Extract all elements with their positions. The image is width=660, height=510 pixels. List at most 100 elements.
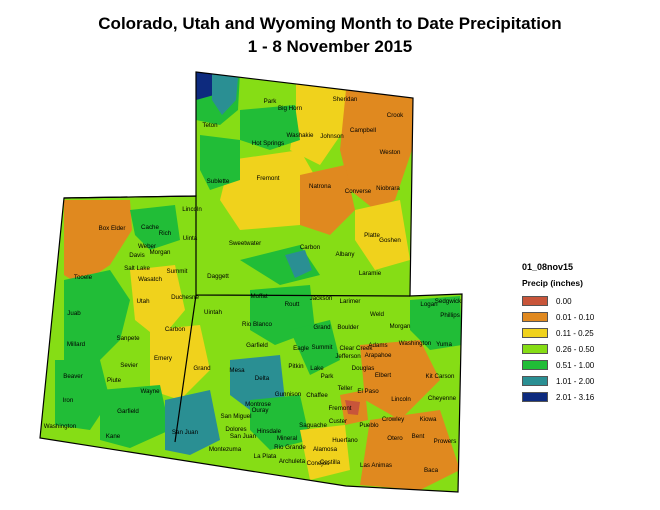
county-label: Washington [399, 340, 432, 347]
county-label: Kane [106, 433, 121, 440]
county-label: Lincoln [391, 396, 411, 403]
county-label: Crowley [382, 416, 405, 423]
legend-swatch [522, 344, 548, 354]
legend-item: 0.00 [522, 293, 594, 309]
legend-label: 1.01 - 2.00 [556, 376, 595, 386]
county-label: Sublette [207, 178, 230, 185]
county-label: Mineral [277, 435, 297, 442]
county-label: Johnson [320, 133, 344, 140]
county-label: Converse [345, 188, 372, 195]
county-label: Logan [420, 301, 438, 308]
legend-field: Precip (inches) [522, 278, 583, 288]
precip-shading [40, 72, 462, 492]
legend-item: 1.01 - 2.00 [522, 373, 594, 389]
legend-rows: 0.00 0.01 - 0.10 0.11 - 0.25 0.26 - 0.50 0.5… [522, 293, 594, 405]
county-label: Rio Grande [274, 444, 306, 451]
county-label: Sedgwick [435, 298, 462, 305]
legend-item: 0.26 - 0.50 [522, 341, 594, 357]
county-label: Routt [285, 301, 300, 308]
legend-swatch [522, 376, 548, 386]
legend-label: 0.51 - 1.00 [556, 360, 595, 370]
county-label: Garfield [117, 408, 139, 415]
county-label: Hinsdale [257, 428, 282, 435]
county-label: Crook [387, 112, 404, 119]
county-label: Salt Lake [124, 265, 150, 272]
county-label: Piute [107, 377, 122, 384]
county-label: San Miguel [221, 413, 252, 420]
county-label: Garfield [246, 342, 268, 349]
county-label: Natrona [309, 183, 332, 190]
county-label: Iron [63, 397, 74, 404]
county-label: Teller [338, 385, 353, 392]
county-label: Chaffee [306, 392, 328, 399]
county-label: Uinta [183, 235, 198, 242]
legend-item: 0.01 - 0.10 [522, 309, 594, 325]
state-boundary [174, 294, 197, 443]
county-label: Washakie [287, 132, 314, 139]
county-label: Archuleta [279, 458, 306, 465]
county-label: Conejos [307, 460, 330, 467]
county-label: Ouray [252, 407, 270, 414]
county-label: El Paso [357, 388, 379, 395]
county-label: Big Horn [278, 105, 303, 112]
county-label: Kiowa [420, 416, 437, 423]
county-label: Sanpete [116, 335, 140, 342]
legend-swatch [522, 392, 548, 402]
county-label: Baca [424, 467, 439, 474]
county-label: Rio Blanco [242, 321, 272, 328]
county-label: Rich [159, 230, 172, 237]
map-title: Colorado, Utah and Wyoming Month to Date… [98, 14, 562, 33]
legend-label: 0.00 [556, 296, 572, 306]
county-label: Pueblo [359, 422, 379, 429]
county-label: Duchesne [171, 294, 199, 301]
legend-swatch [522, 328, 548, 338]
county-label: Delta [255, 375, 270, 382]
legend-name: 01_08nov15 [522, 262, 574, 272]
county-label: Eagle [293, 345, 309, 352]
county-label: Elbert [375, 372, 391, 379]
county-label: Jackson [310, 295, 333, 302]
county-label: Alamosa [313, 446, 338, 453]
legend-item: 0.11 - 0.25 [522, 325, 594, 341]
county-label: Las Animas [360, 462, 392, 469]
county-label: Sweetwater [229, 240, 261, 247]
county-label: Hot Springs [252, 140, 284, 147]
county-label: Niobrara [376, 185, 400, 192]
state-boundary [63, 195, 411, 297]
county-label: Wasatch [138, 276, 162, 283]
county-label: Moffat [250, 293, 267, 300]
county-label: Morgan [390, 323, 412, 330]
county-label: Phillips [440, 312, 460, 319]
county-label: Douglas [352, 365, 375, 372]
county-label: Otero [387, 435, 403, 442]
county-label: Weston [380, 149, 401, 156]
county-label: Bent [412, 433, 425, 440]
county-label: Grand [193, 365, 211, 372]
county-label: Box Elder [99, 225, 126, 232]
county-label: Boulder [337, 324, 358, 331]
county-label: Campbell [350, 127, 376, 134]
county-label: Sevier [120, 362, 138, 369]
county-label: Daggett [207, 273, 229, 280]
county-label: Park [264, 98, 278, 105]
county-label: Prowers [434, 438, 457, 445]
county-label: Uintah [204, 309, 222, 316]
county-label: Beaver [63, 373, 83, 380]
county-label: Weber [138, 243, 156, 250]
legend-swatch [522, 296, 548, 306]
county-label: Mesa [229, 367, 245, 374]
county-label: Lincoln [182, 206, 202, 213]
county-label: Custer [329, 418, 347, 425]
county-label: Saguache [299, 422, 327, 429]
county-label: La Plata [254, 453, 277, 460]
county-label: Larimer [340, 298, 361, 305]
legend-label: 0.11 - 0.25 [556, 328, 594, 338]
county-label: Cache [141, 224, 159, 231]
legend-item: 0.51 - 1.00 [522, 357, 594, 373]
county-label: Carbon [300, 244, 321, 251]
legend-label: 0.26 - 0.50 [556, 344, 595, 354]
county-label: Washington [44, 423, 77, 430]
legend-item: 2.01 - 3.16 [522, 389, 594, 405]
